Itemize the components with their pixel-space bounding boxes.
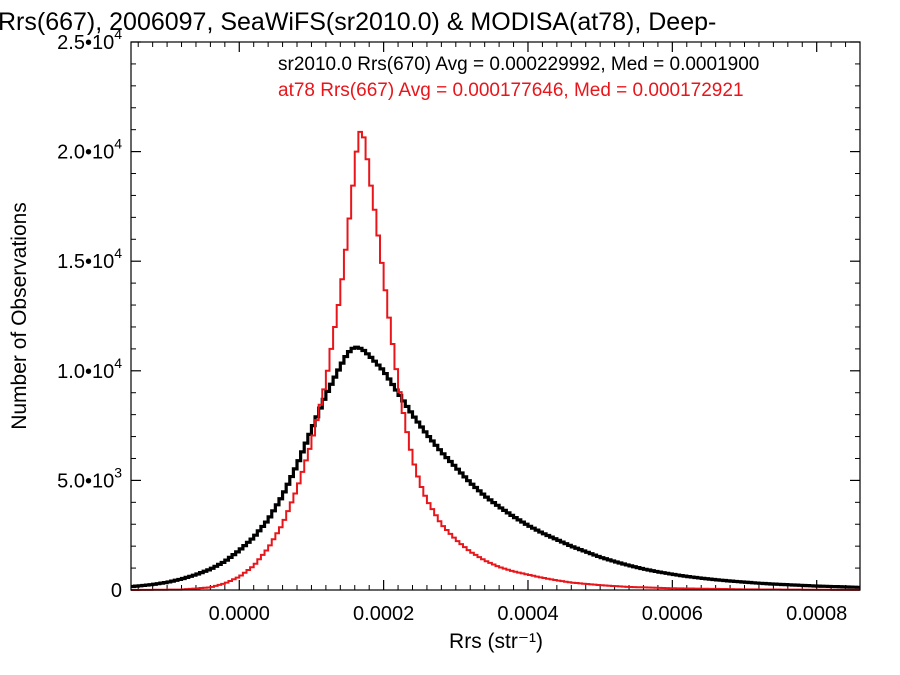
x-tick-label: 0.0008 [786,603,847,625]
x-axis-ticks: 0.0000 0.0002 0.0004 0.0006 0.0008 [137,42,847,625]
y-tick-label: 0 [111,580,122,602]
y-axis-title: Number of Observations [8,202,31,430]
series-layer [131,130,860,591]
annotation-at78: at78 Rrs(667) Avg = 0.000177646, Med = 0… [278,80,744,101]
series-0-histogram [131,345,860,589]
x-tick-label: 0.0002 [353,603,414,625]
y-tick-label: 1.5•104 [57,245,122,273]
plot-frame [130,41,861,591]
y-tick-label: 2.0•104 [57,136,122,164]
y-tick-label: 1.0•104 [57,355,122,383]
x-tick-label: 0.0000 [209,603,270,625]
x-tick-label: 0.0006 [642,603,703,625]
y-axis-ticks: 0 5.0•103 1.0•104 1.5•104 2.0•104 2.5•104 [57,26,860,602]
y-tick-label: 5.0•103 [57,464,122,492]
y-tick-label: 2.5•104 [57,26,122,54]
annotation-sr2010: sr2010.0 Rrs(670) Avg = 0.000229992, Med… [278,54,759,75]
x-axis-title: Rrs (str⁻¹) [449,630,543,653]
x-tick-label: 0.0004 [497,603,558,625]
chart-title: Rrs(667), 2006097, SeaWiFS(sr2010.0) & M… [0,8,716,36]
series-1-histogram [131,130,860,591]
